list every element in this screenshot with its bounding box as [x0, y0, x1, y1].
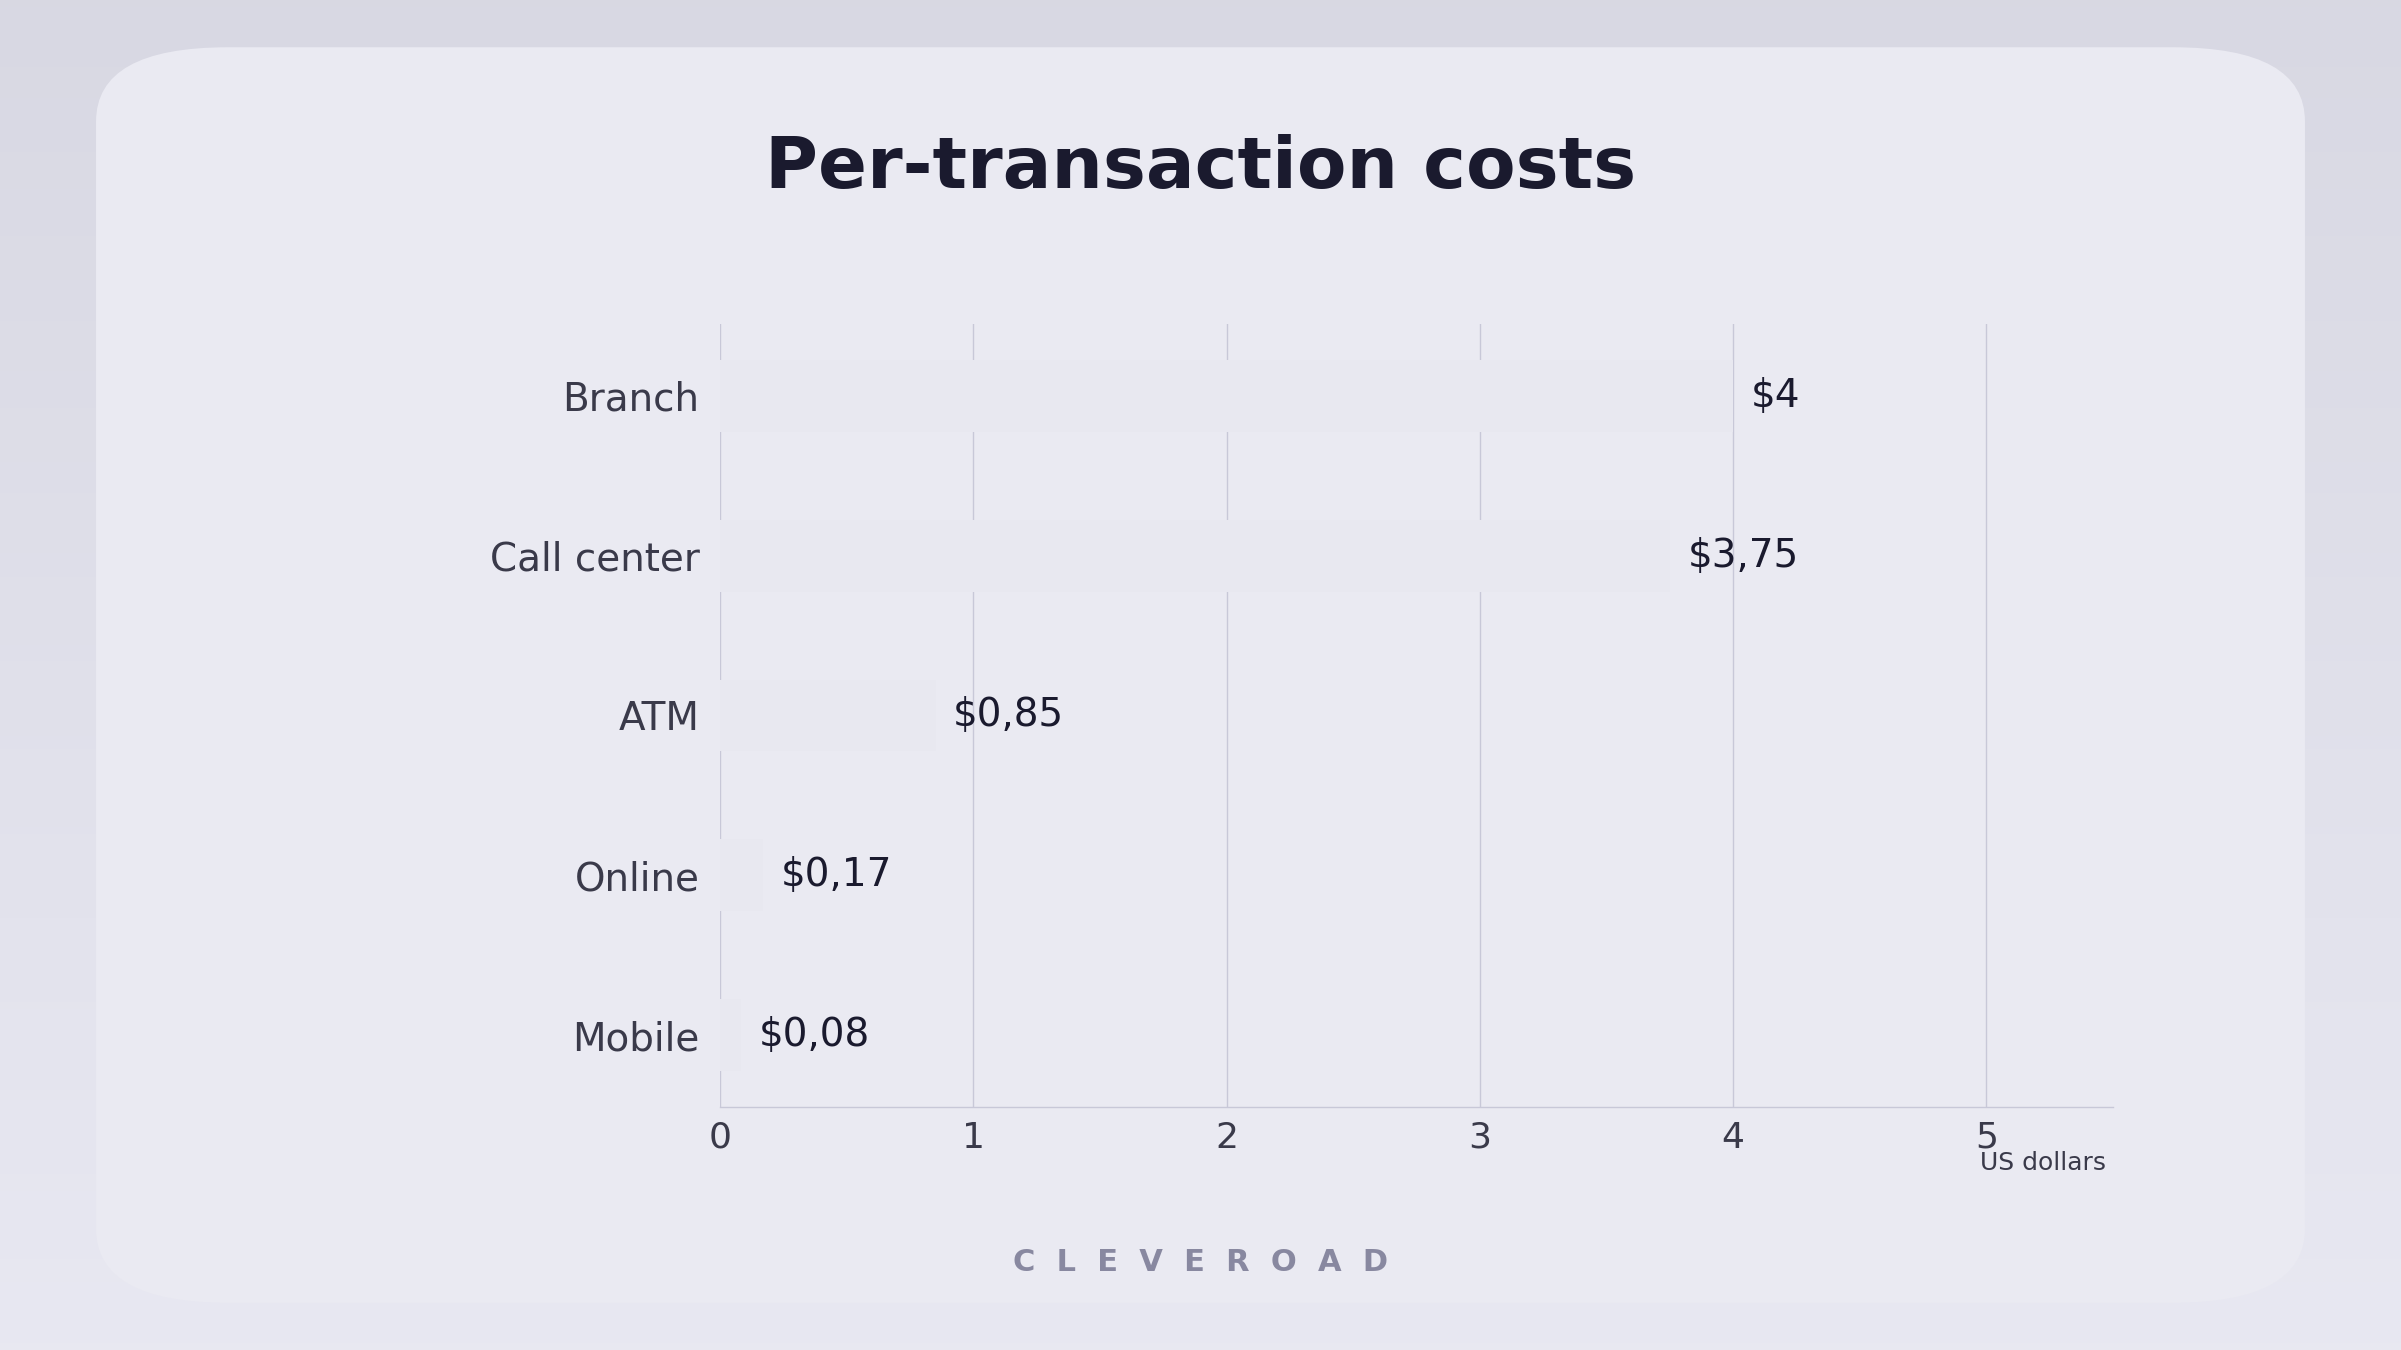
Bar [720, 999, 740, 1072]
Bar [720, 679, 936, 752]
Text: $0,17: $0,17 [780, 856, 893, 895]
Bar [720, 359, 1734, 432]
Bar [720, 840, 764, 911]
Text: $0,85: $0,85 [953, 697, 1064, 734]
Text: $0,08: $0,08 [759, 1017, 869, 1054]
Text: $3,75: $3,75 [1688, 536, 1798, 575]
Text: Per-transaction costs: Per-transaction costs [766, 134, 1635, 204]
Text: US dollars: US dollars [1981, 1150, 2106, 1174]
Bar [720, 520, 1669, 591]
Text: $4: $4 [1750, 377, 1801, 414]
Text: C  L  E  V  E  R  O  A  D: C L E V E R O A D [1013, 1247, 1388, 1277]
